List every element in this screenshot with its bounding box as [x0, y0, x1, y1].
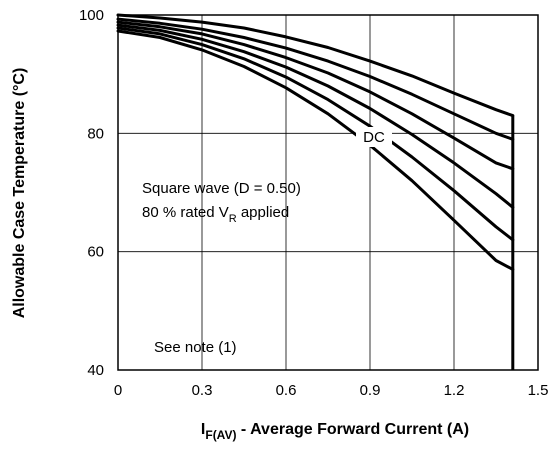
rated-voltage-annotation: 80 % rated VR applied [142, 204, 289, 225]
y-tick-labels: 40 60 80 100 [79, 7, 104, 379]
x-tick-labels: 0 0.3 0.6 0.9 1.2 1.5 [114, 382, 549, 399]
square-wave-annotation: Square wave (D = 0.50) [142, 180, 301, 197]
dc-label-background [356, 127, 392, 147]
y-tick-label: 80 [87, 125, 104, 142]
y-tick-label: 60 [87, 244, 104, 261]
rated-voltage-sub: R [229, 213, 237, 225]
x-tick-label: 0.6 [276, 382, 297, 399]
series-line-2 [116, 17, 515, 141]
series-line-3 [116, 20, 515, 171]
x-tick-label: 1.5 [528, 382, 549, 399]
x-tick-label: 1.2 [444, 382, 465, 399]
x-axis-title-sub: F(AV) [205, 428, 236, 442]
grid-lines [118, 15, 538, 370]
y-axis-title: Allowable Case Temperature (°C) [11, 68, 28, 319]
x-tick-label: 0 [114, 382, 122, 399]
note-annotation: See note (1) [154, 339, 237, 356]
dc-label: DC [363, 129, 385, 146]
series-line-4 [116, 23, 515, 209]
series-line-1 [116, 13, 515, 118]
x-tick-label: 0.9 [360, 382, 381, 399]
rated-voltage-main: 80 % rated V [142, 204, 229, 221]
x-tick-label: 0.3 [192, 382, 213, 399]
y-tick-label: 100 [79, 7, 104, 24]
x-axis-title: IF(AV) - Average Forward Current (A) [201, 421, 469, 442]
x-axis-title-rest: - Average Forward Current (A) [236, 421, 469, 438]
x-axis-title-main: I [201, 421, 205, 438]
rated-voltage-rest: applied [237, 204, 290, 221]
plot-frame [117, 14, 539, 371]
series-layer [116, 13, 515, 370]
y-tick-label: 40 [87, 362, 104, 379]
series-line-5 [116, 26, 515, 242]
series-line-6 [116, 29, 515, 271]
